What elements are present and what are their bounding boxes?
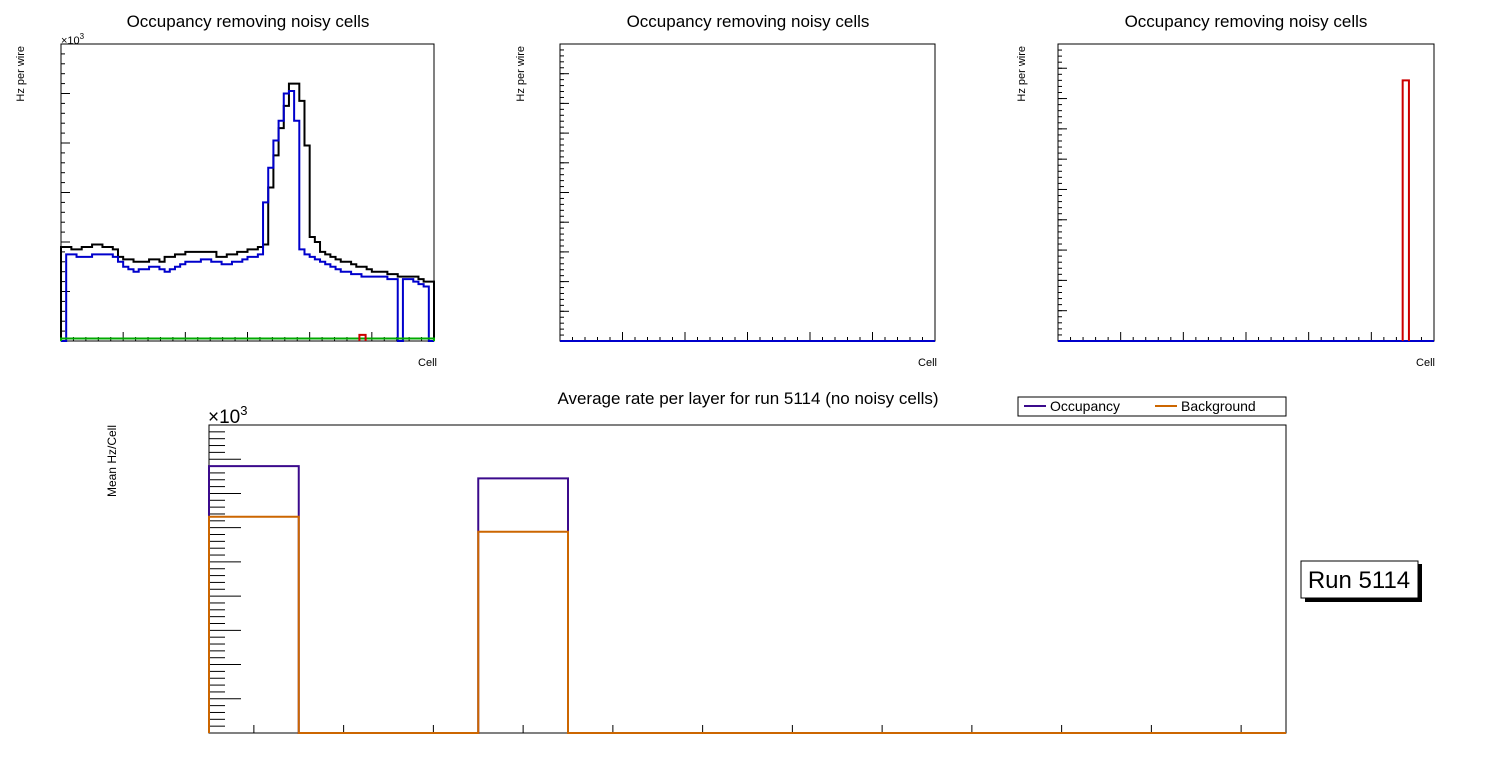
panel-layer-average: Average rate per layer for run 5114 (no … (105, 389, 1287, 734)
chart-title: Occupancy removing noisy cells (627, 12, 870, 31)
series-black-line (60, 82, 435, 341)
run-label-box: Run 5114 (1300, 560, 1422, 602)
panel-cell-occupancy-3: Occupancy removing noisy cells Hz per wi… (1016, 12, 1435, 369)
x-axis-label: Cell (1416, 357, 1435, 369)
plot-frame (559, 43, 936, 342)
plot-frame (60, 43, 435, 342)
y-exponent-base: ×10 (208, 407, 240, 428)
series-green-line (60, 337, 435, 341)
run-label-frame (1300, 560, 1419, 599)
y-exponent-power: 3 (240, 403, 247, 418)
y-axis-label: Hz per wire (515, 46, 527, 102)
y-axis-label: Hz per wire (1016, 46, 1028, 102)
x-axis-label: Cell (918, 357, 937, 369)
legend-box (1017, 396, 1287, 417)
chart-title: Occupancy removing noisy cells (1125, 12, 1368, 31)
series-background-line (208, 515, 1286, 734)
y-exponent-base: ×10 (61, 35, 80, 47)
y-axis-label: Hz per wire (15, 46, 27, 102)
legend: Occupancy Background (1017, 396, 1287, 417)
chart-title: Occupancy removing noisy cells (127, 12, 370, 31)
series-red-bin (358, 333, 367, 341)
y-exponent-label: ×103 (208, 403, 247, 428)
legend-label-occupancy: Occupancy (1050, 398, 1120, 414)
panel-cell-occupancy-2: Occupancy removing noisy cells Hz per wi… (515, 12, 937, 369)
series-blue-line (61, 90, 434, 342)
run-label: Run 5114 (1308, 567, 1410, 594)
plot-frame (208, 424, 1287, 734)
series-occupancy-line (208, 465, 1286, 734)
chart-title: Average rate per layer for run 5114 (no … (557, 389, 938, 408)
panel-cell-occupancy-1: Occupancy removing noisy cells ×103 Hz p… (15, 12, 437, 369)
x-axis-label: Cell (418, 357, 437, 369)
series-red-bin (1401, 79, 1410, 341)
y-exponent-power: 3 (80, 32, 85, 41)
y-axis-label: Mean Hz/Cell (105, 425, 119, 497)
legend-label-background: Background (1181, 398, 1256, 414)
y-exponent-label: ×103 (61, 32, 85, 47)
plot-frame (1057, 43, 1435, 342)
